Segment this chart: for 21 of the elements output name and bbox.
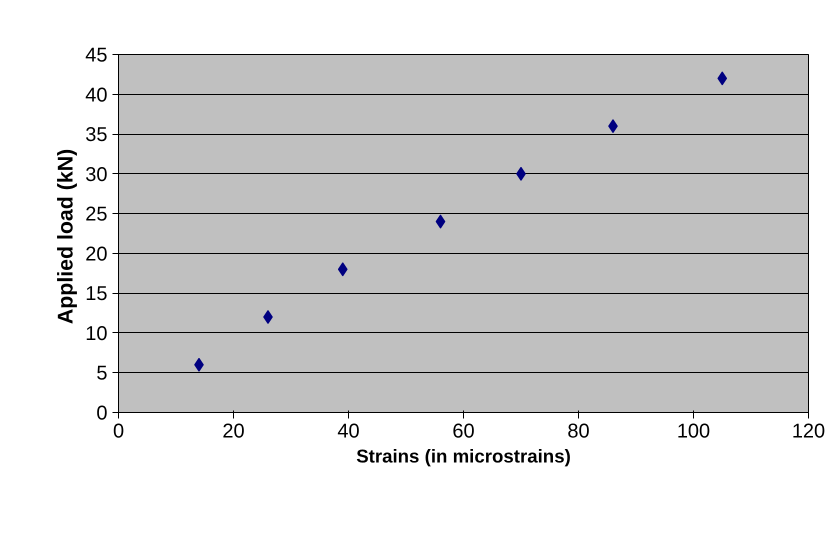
x-tick-label: 20: [222, 420, 245, 442]
x-tick-label: 40: [337, 420, 360, 442]
y-tick-label: 30: [85, 164, 108, 186]
x-tick-label: 80: [567, 420, 590, 442]
x-tick-label: 0: [112, 420, 124, 442]
y-tick-label: 20: [85, 243, 108, 266]
y-axis-title: Applied load (kN): [53, 148, 78, 324]
x-tick-label: 60: [452, 420, 475, 442]
y-tick-label: 0: [96, 402, 108, 424]
y-tick-label: 5: [96, 362, 108, 385]
y-tick-label: 35: [85, 124, 108, 146]
x-tick-label: 120: [792, 420, 826, 442]
y-tick-label: 45: [85, 44, 108, 66]
x-axis-title: Strains (in microstrains): [356, 446, 571, 466]
y-tick-label: 25: [85, 204, 108, 226]
point: [717, 71, 728, 86]
point: [338, 262, 348, 276]
y-tick-label: 40: [85, 84, 108, 106]
x-tick-label: 100: [676, 420, 710, 442]
y-tick-label: 15: [85, 283, 108, 306]
y-tick-label: 10: [85, 322, 108, 345]
